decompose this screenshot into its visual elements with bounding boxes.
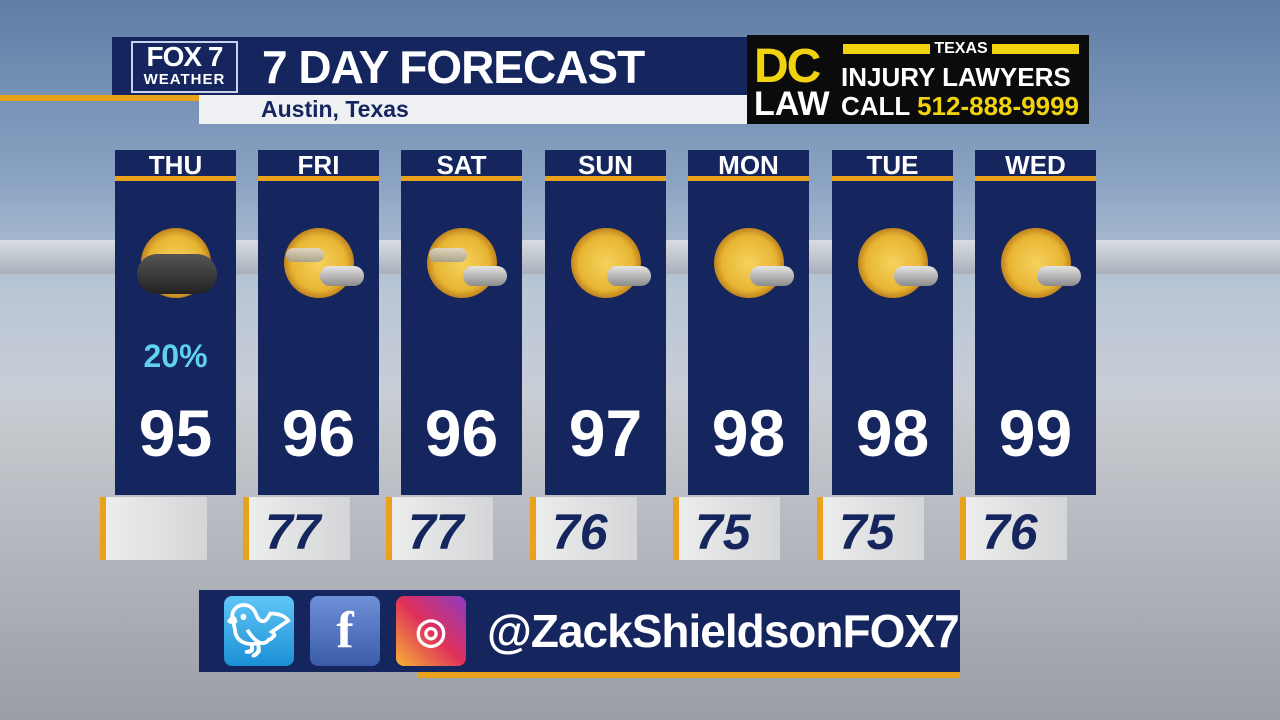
instagram-icon: ◎ [396, 596, 466, 666]
high-temp: 98 [855, 396, 930, 470]
day-column: SAT 96 [401, 150, 522, 495]
day-label: THU [115, 150, 236, 181]
high-temp: 99 [998, 396, 1073, 470]
sun-icon [571, 228, 641, 298]
day-label: SAT [401, 150, 522, 181]
high-temp: 96 [424, 396, 499, 470]
high-temp: 95 [138, 396, 213, 470]
day-column: SUN 97 [545, 150, 666, 495]
ad-call-label: CALL [841, 91, 910, 121]
cloud-icon [286, 248, 324, 262]
day-column: FRI 96 [258, 150, 379, 495]
header-bar [112, 37, 748, 95]
ad-call: CALL 512-888-9999 [841, 91, 1079, 122]
day-label: SUN [545, 150, 666, 181]
low-temp: 77 [265, 504, 321, 560]
ad-line1: INJURY LAWYERS [841, 62, 1071, 92]
precip-chance: 20% [143, 338, 208, 374]
logo-subtext: WEATHER [143, 71, 226, 88]
low-temp: 75 [839, 504, 895, 560]
sun-icon [1001, 228, 1071, 298]
low-temp-box: 76 [530, 497, 637, 560]
location-bar: Austin, Texas [199, 95, 748, 124]
ad-state-text: TEXAS [934, 40, 988, 57]
day-column: THU 20% 95 [115, 150, 236, 495]
cloud-icon [1037, 266, 1081, 286]
advertisement: DC LAW TEXAS INJURY LAWYERS CALL 512-888… [747, 35, 1089, 124]
facebook-icon: f [310, 596, 380, 666]
day-column: WED 99 [975, 150, 1096, 495]
ad-phone: 512-888-9999 [917, 91, 1080, 121]
storm-cloud-icon [137, 254, 217, 294]
high-temp: 98 [711, 396, 786, 470]
social-handle: @ZackShieldsonFOX7 [487, 605, 960, 657]
day-label: FRI [258, 150, 379, 181]
accent-line [0, 95, 200, 101]
cloud-icon [320, 266, 364, 286]
low-temp-box [100, 497, 207, 560]
fox7-weather-logo: FOX 7 WEATHER [131, 41, 238, 93]
twitter-icon: 🐦︎ [224, 596, 294, 666]
day-label: MON [688, 150, 809, 181]
cloud-icon [429, 248, 467, 262]
accent-underline [417, 672, 960, 678]
ad-state: TEXAS [843, 40, 1079, 57]
cloud-icon [750, 266, 794, 286]
day-label: WED [975, 150, 1096, 181]
location: Austin, Texas [261, 96, 409, 122]
day-column: MON 98 [688, 150, 809, 495]
sun-icon [714, 228, 784, 298]
sun-icon [284, 228, 354, 298]
cloud-icon [607, 266, 651, 286]
low-temp-box: 76 [960, 497, 1067, 560]
logo-text: FOX 7 [146, 41, 224, 72]
low-temp: 77 [408, 504, 464, 560]
high-temp: 96 [281, 396, 356, 470]
sun-icon [427, 228, 497, 298]
sun-icon [858, 228, 928, 298]
ad-brand-bottom: LAW [754, 85, 830, 123]
cloud-icon [463, 266, 507, 286]
low-temp: 75 [695, 504, 751, 560]
low-temp: 76 [982, 504, 1038, 560]
low-temp-box: 77 [243, 497, 350, 560]
high-temp: 97 [568, 396, 643, 470]
low-temp-box: 75 [673, 497, 780, 560]
day-column: TUE 98 [832, 150, 953, 495]
low-temp-box: 77 [386, 497, 493, 560]
ad-brand-top: DC [754, 40, 821, 93]
page-title: 7 DAY FORECAST [262, 41, 645, 93]
day-label: TUE [832, 150, 953, 181]
low-temp-box: 75 [817, 497, 924, 560]
low-temp: 76 [552, 504, 608, 560]
social-bar: 🐦︎ f ◎ @ZackShieldsonFOX7 [199, 590, 960, 678]
cloud-icon [894, 266, 938, 286]
